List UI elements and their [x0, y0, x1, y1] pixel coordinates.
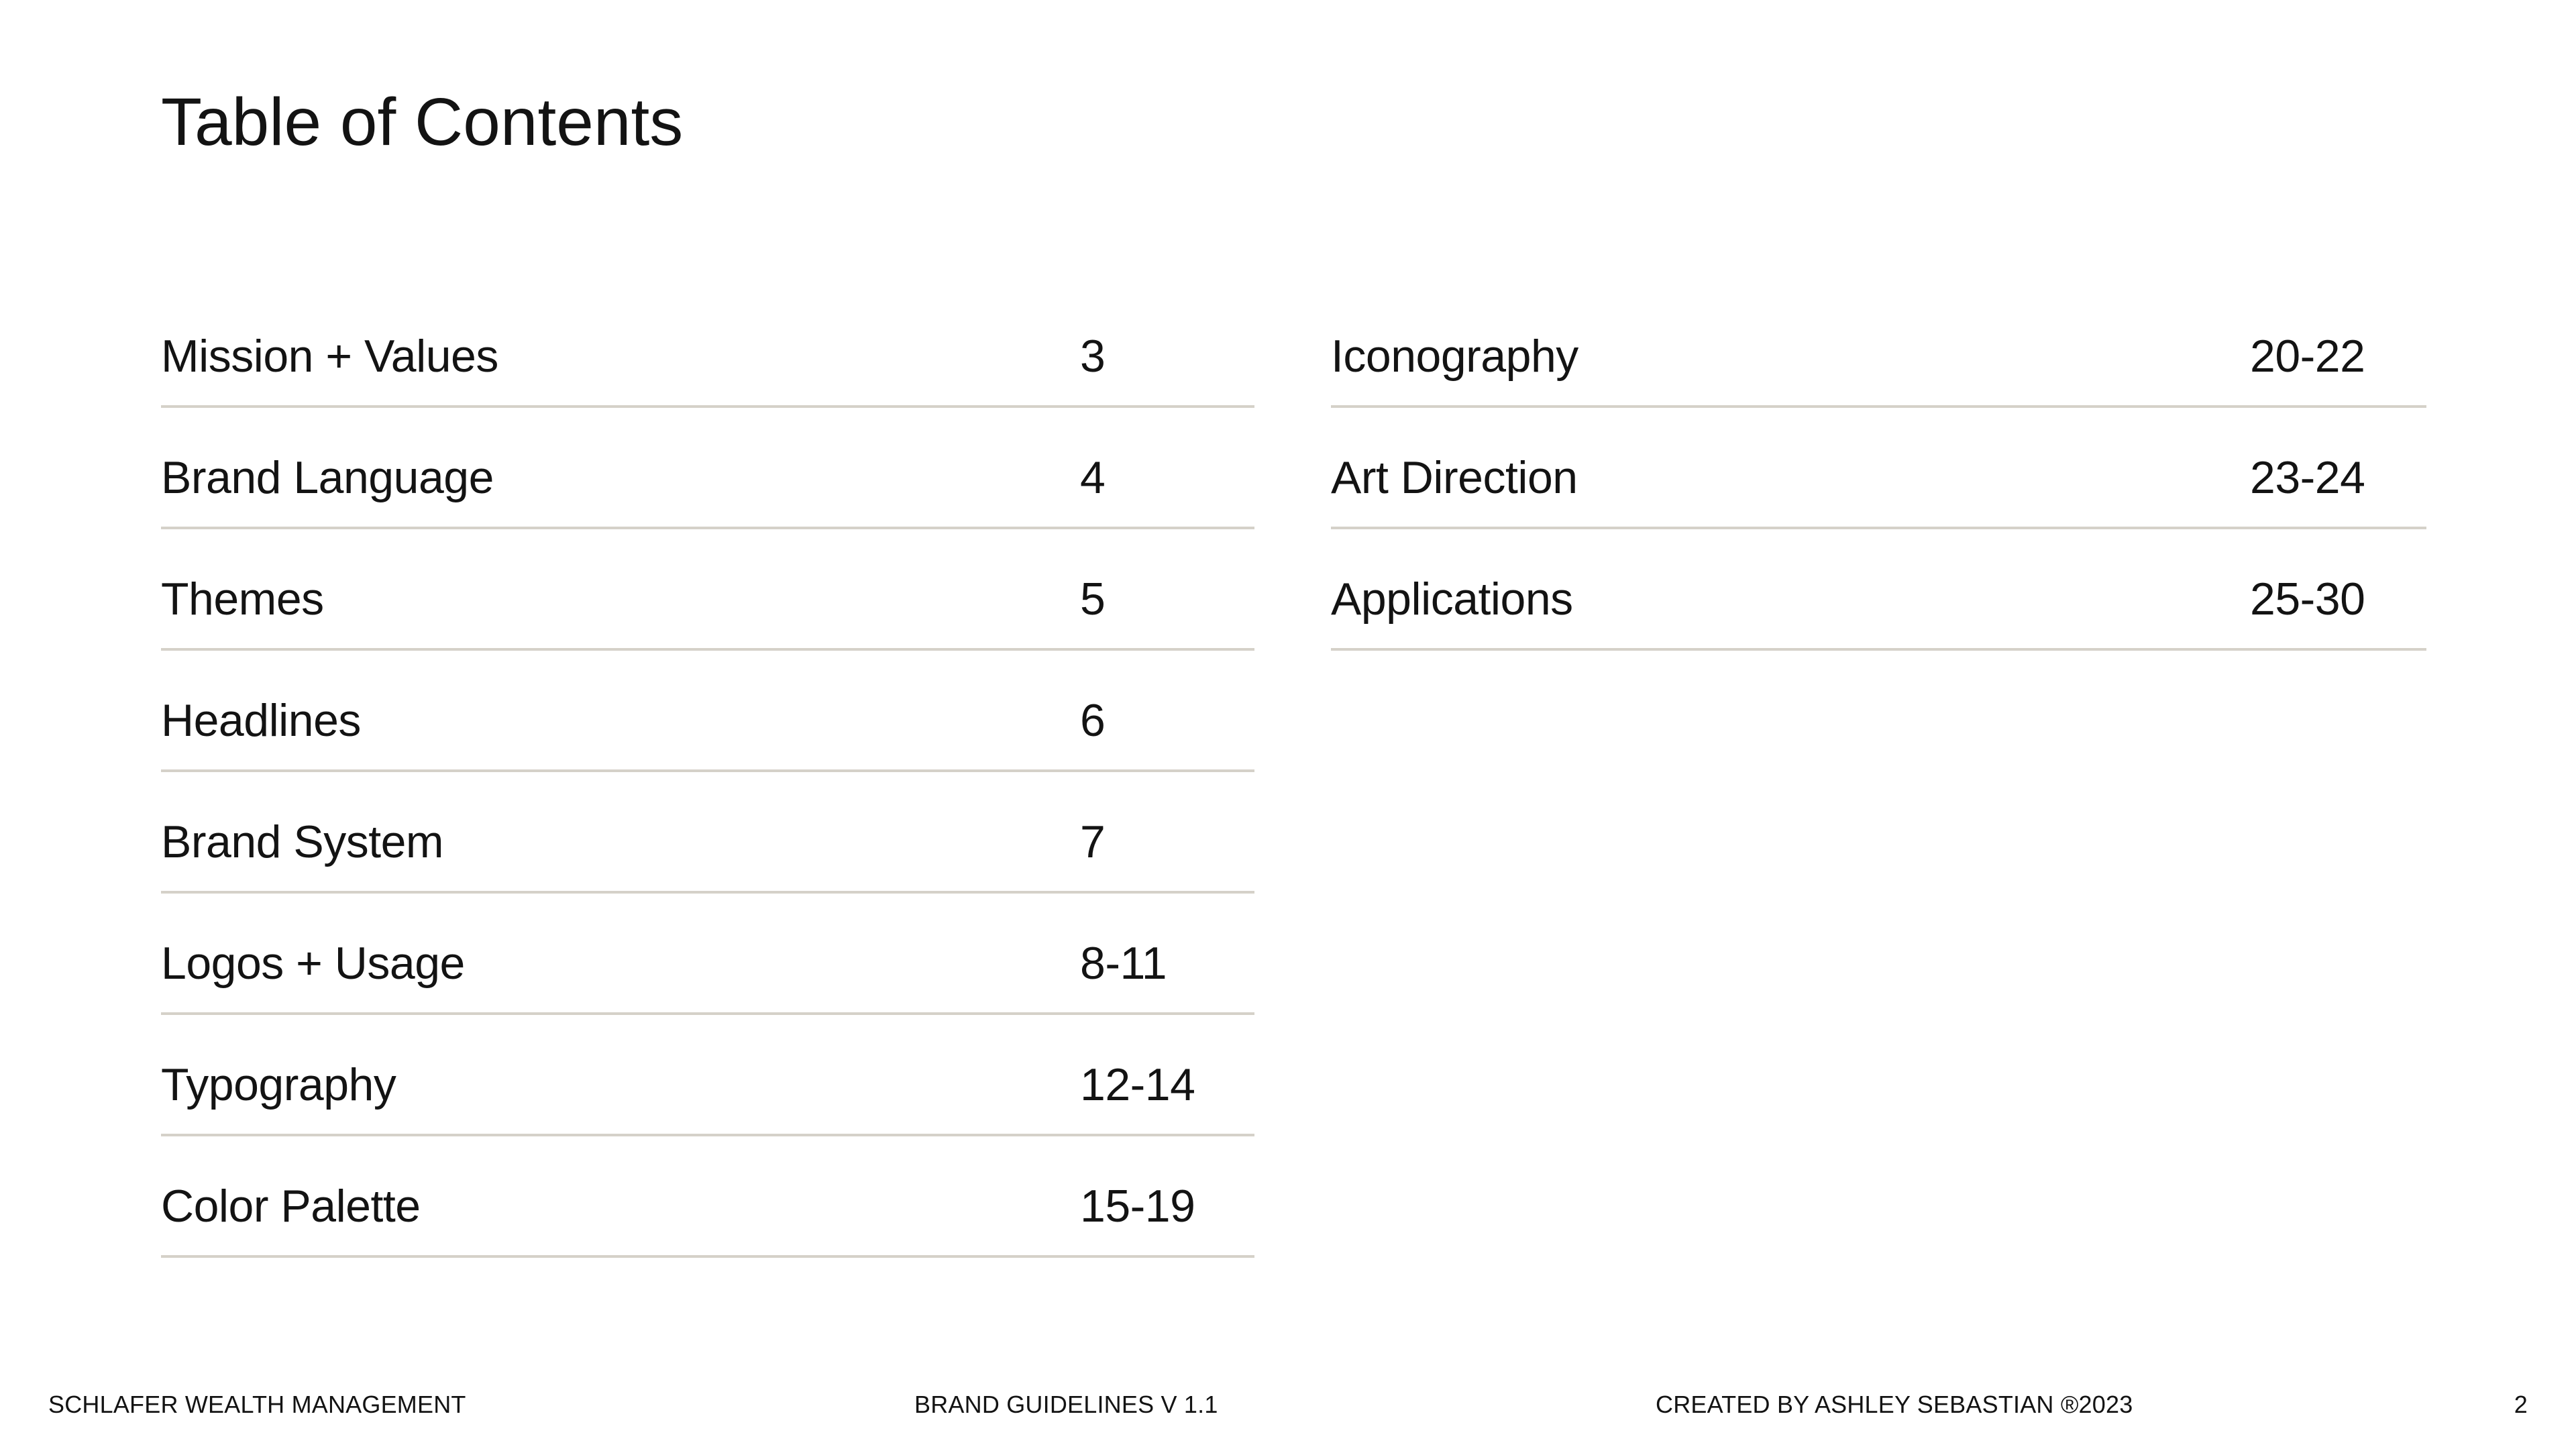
toc-entry-label: Headlines — [161, 694, 361, 746]
toc-entry-label: Applications — [1331, 573, 1573, 625]
toc-row: Themes 5 — [161, 529, 1254, 651]
footer-credit: CREATED BY ASHLEY SEBASTIAN ®2023 — [1656, 1391, 2133, 1418]
toc-row: Brand System 7 — [161, 772, 1254, 894]
toc-entry-pages: 20-22 — [2250, 330, 2365, 382]
footer-page-number: 2 — [2514, 1391, 2528, 1418]
page-title: Table of Contents — [161, 85, 684, 160]
toc-row: Color Palette 15-19 — [161, 1136, 1254, 1258]
toc-entry-pages: 12-14 — [1080, 1059, 1195, 1110]
toc-entry-label: Color Palette — [161, 1180, 421, 1232]
toc-entry-pages: 7 — [1080, 816, 1106, 867]
toc-entry-label: Themes — [161, 573, 324, 625]
footer-company-name: SCHLAFER WEALTH MANAGEMENT — [48, 1391, 466, 1418]
toc-entry-label: Brand System — [161, 816, 444, 867]
toc-entry-label: Iconography — [1331, 330, 1578, 382]
toc-column-right: Iconography 20-22 Art Direction 23-24 Ap… — [1331, 286, 2426, 651]
toc-entry-pages: 23-24 — [2250, 451, 2365, 503]
toc-entry-pages: 6 — [1080, 694, 1106, 746]
toc-entry-label: Art Direction — [1331, 451, 1578, 503]
toc-column-left: Mission + Values 3 Brand Language 4 Them… — [161, 286, 1254, 1258]
toc-entry-label: Logos + Usage — [161, 937, 465, 989]
toc-entry-pages: 8-11 — [1080, 937, 1167, 989]
toc-row: Applications 25-30 — [1331, 529, 2426, 651]
toc-entry-label: Typography — [161, 1059, 396, 1110]
toc-entry-pages: 25-30 — [2250, 573, 2365, 625]
toc-entry-pages: 5 — [1080, 573, 1106, 625]
toc-row: Headlines 6 — [161, 651, 1254, 772]
footer-document-title: BRAND GUIDELINES V 1.1 — [914, 1391, 1218, 1418]
toc-row: Iconography 20-22 — [1331, 286, 2426, 408]
toc-row: Mission + Values 3 — [161, 286, 1254, 408]
toc-row: Logos + Usage 8-11 — [161, 894, 1254, 1015]
toc-entry-pages: 4 — [1080, 451, 1106, 503]
toc-entry-label: Brand Language — [161, 451, 494, 503]
toc-entry-pages: 3 — [1080, 330, 1106, 382]
toc-row: Brand Language 4 — [161, 408, 1254, 529]
toc-row: Typography 12-14 — [161, 1015, 1254, 1136]
toc-entry-label: Mission + Values — [161, 330, 498, 382]
toc-row: Art Direction 23-24 — [1331, 408, 2426, 529]
toc-entry-pages: 15-19 — [1080, 1180, 1195, 1232]
